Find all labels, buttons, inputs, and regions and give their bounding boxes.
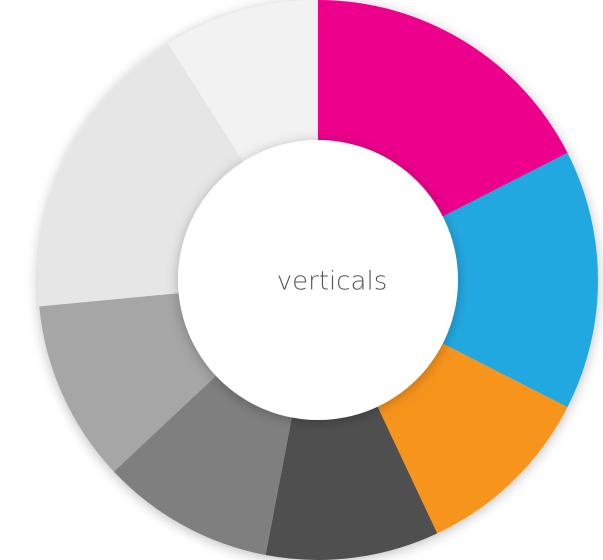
donut-segment <box>37 43 245 307</box>
donut-segment <box>113 374 293 556</box>
donut-hole <box>178 140 458 420</box>
donut-segment <box>167 0 318 164</box>
donut-segment <box>39 292 218 472</box>
donut-segment <box>318 0 568 218</box>
center-label: verticals <box>277 267 388 297</box>
donut-segment <box>265 404 438 560</box>
donut-ring <box>37 0 598 560</box>
donut-segment <box>376 342 568 534</box>
donut-segment <box>440 152 598 408</box>
